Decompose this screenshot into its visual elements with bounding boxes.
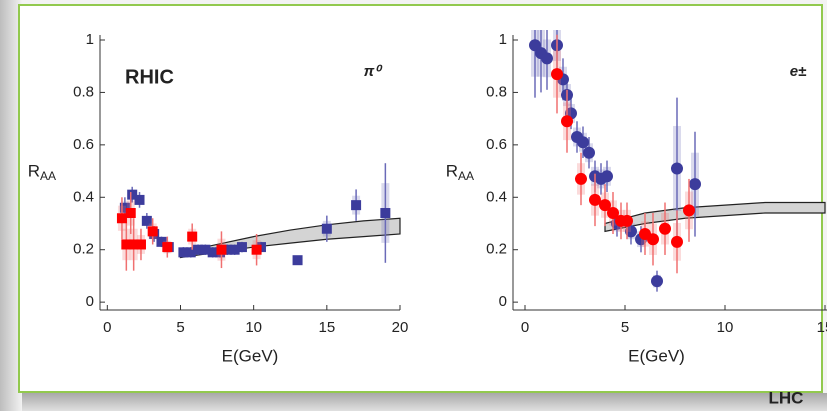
data-point — [207, 247, 218, 258]
data-point — [292, 255, 303, 266]
x-tick-label: 20 — [392, 319, 409, 336]
data-point — [121, 239, 132, 250]
data-point — [351, 200, 362, 211]
data-point — [193, 244, 204, 255]
data-point — [125, 208, 136, 219]
data-point — [200, 244, 211, 255]
data-point — [541, 52, 553, 65]
frame — [18, 4, 823, 393]
particle-label: π⁰ — [364, 63, 384, 80]
data-point — [178, 247, 189, 258]
data-point — [128, 239, 139, 250]
y-axis-label-subscript: AA — [458, 169, 474, 183]
data-point — [185, 247, 196, 258]
data-point — [689, 178, 701, 191]
data-point — [216, 244, 227, 255]
chart-lhc — [529, 30, 826, 292]
data-point — [236, 242, 247, 253]
data-point — [621, 214, 633, 227]
y-tick-label: 0.6 — [486, 136, 507, 153]
x-axis-label: E(GeV) — [628, 346, 685, 365]
data-point — [561, 115, 573, 128]
y-tick-label: 0 — [499, 293, 507, 310]
data-point — [135, 239, 146, 250]
data-point — [607, 207, 619, 220]
collider-label: RHIC — [125, 66, 174, 88]
data-point — [229, 244, 240, 255]
data-point — [116, 213, 127, 224]
data-point — [589, 193, 601, 206]
y-tick-label: 0.4 — [486, 188, 507, 205]
data-point — [162, 242, 173, 253]
y-tick-label: 1 — [86, 31, 94, 48]
data-point — [671, 162, 683, 175]
y-tick-label: 0.8 — [486, 83, 507, 100]
data-point — [141, 215, 152, 226]
x-tick-label: 0 — [103, 319, 111, 336]
data-point — [599, 199, 611, 212]
data-point — [575, 172, 587, 185]
y-tick-label: 0.4 — [73, 188, 94, 205]
data-point — [222, 244, 233, 255]
chart-rhic: 0 0.2 0.4 0.6 0.8 1 E(GeV) R AA RHIC π⁰ — [28, 31, 401, 365]
data-point — [651, 275, 663, 288]
x-tick-label: 15 — [817, 319, 827, 336]
y-axis-label: R — [446, 161, 458, 180]
slide-label: LHC — [769, 388, 804, 407]
data-point — [647, 233, 659, 246]
data-point — [251, 244, 262, 255]
y-tick-label: 0 — [86, 293, 94, 310]
y-tick-label: 0.8 — [73, 83, 94, 100]
data-point — [187, 231, 198, 242]
data-point — [577, 136, 589, 149]
data-point — [156, 236, 167, 247]
data-point — [134, 194, 145, 205]
y-tick-label: 1 — [499, 31, 507, 48]
data-point — [671, 235, 683, 248]
y-axis-label-subscript: AA — [40, 169, 56, 183]
data-point — [625, 225, 637, 238]
y-tick-label: 0.6 — [73, 136, 94, 153]
data-point — [147, 226, 158, 237]
data-point — [601, 170, 613, 183]
x-tick-label: 5 — [176, 319, 184, 336]
data-point — [551, 68, 563, 81]
y-tick-label: 0.2 — [486, 241, 507, 258]
y-tick-label: 0.2 — [73, 241, 94, 258]
particle-label: e± — [790, 63, 807, 80]
bottom-shade — [22, 393, 827, 411]
data-point — [659, 222, 671, 235]
x-tick-label: 10 — [717, 319, 734, 336]
data-point — [380, 208, 391, 219]
x-tick-label: 0 — [521, 319, 529, 336]
x-tick-label: 10 — [245, 319, 262, 336]
chart-lhc-labels: 0 0.2 0.4 0.6 0.8 1 E(GeV) R AA e± — [446, 31, 827, 365]
y-axis-label: R — [28, 161, 40, 180]
x-axis-label: E(GeV) — [222, 346, 279, 365]
x-tick-label: 15 — [318, 319, 335, 336]
data-point — [127, 189, 138, 200]
left-shade — [0, 0, 22, 411]
x-tick-label: 5 — [621, 319, 629, 336]
data-point — [683, 204, 695, 217]
data-point — [583, 146, 595, 159]
data-point — [321, 223, 332, 234]
uncertainty-box — [531, 30, 539, 77]
data-point — [119, 202, 130, 213]
